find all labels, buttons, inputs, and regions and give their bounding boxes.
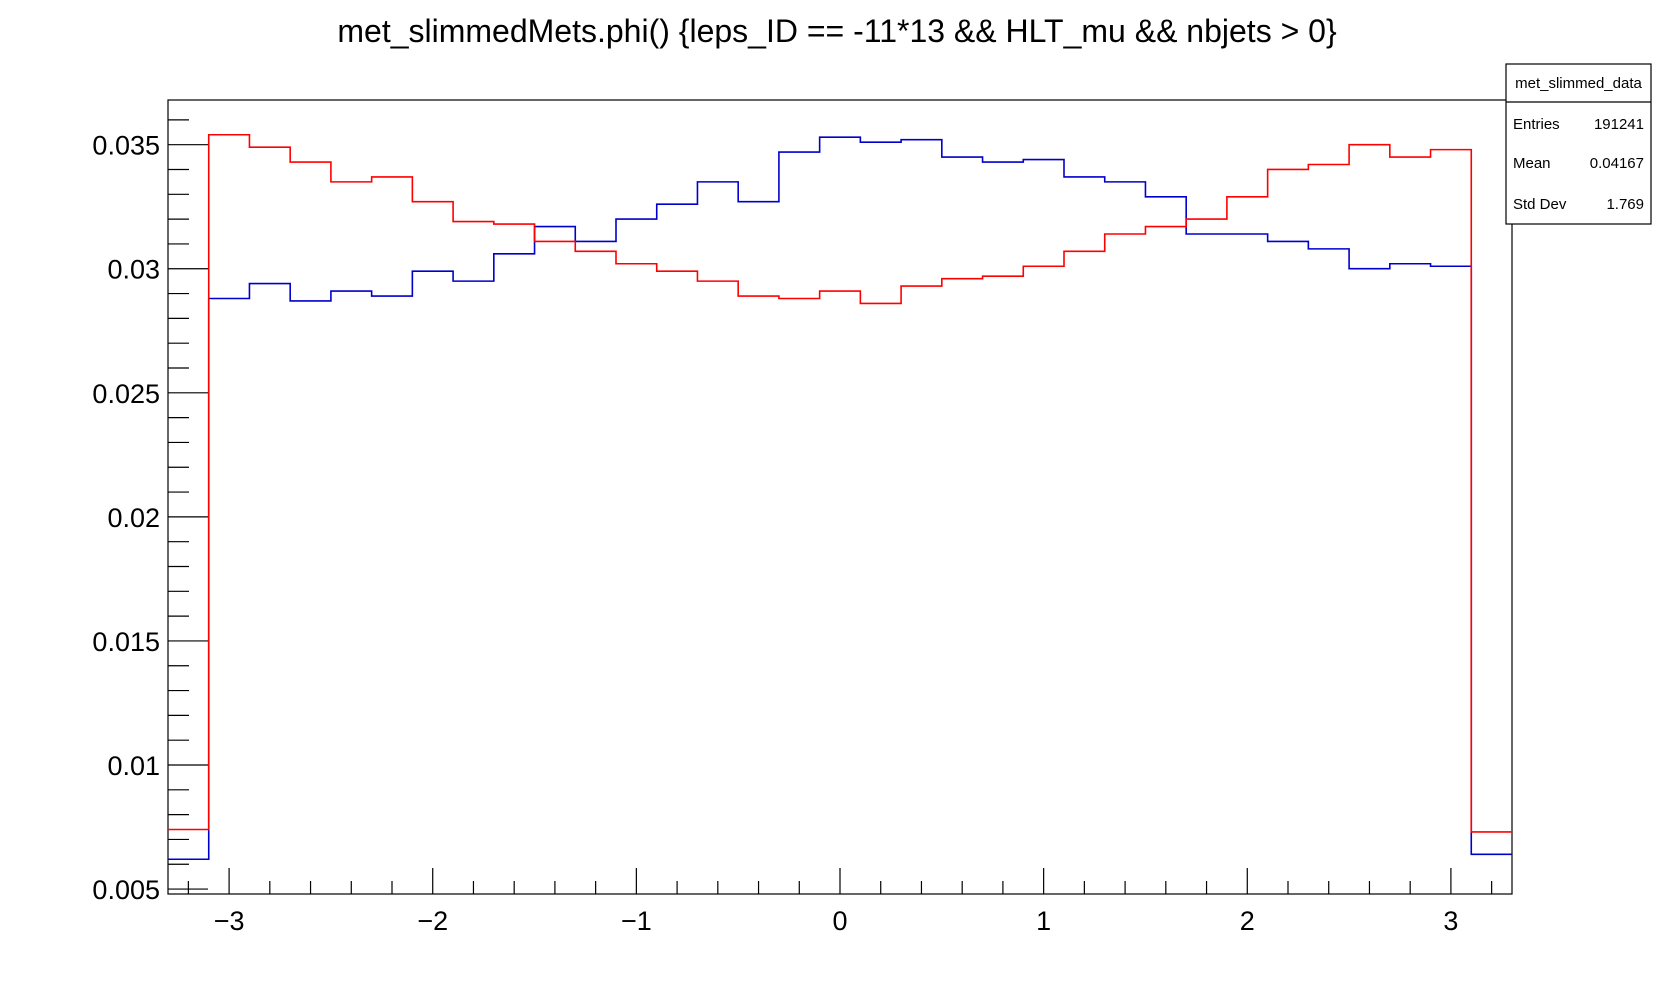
chart-title: met_slimmedMets.phi() {leps_ID == -11*13… [337, 13, 1337, 49]
y-tick-label: 0.035 [92, 131, 160, 161]
series-1-step-line [168, 133, 1512, 833]
stats-box-frame [1505, 63, 1652, 225]
stats-stddev-value: 1.769 [1606, 196, 1644, 213]
x-axis: −3 −2 −1 0 1 2 3 [187, 868, 1493, 936]
x-tick-label: 3 [1443, 906, 1458, 936]
y-tick-label: 0.015 [92, 627, 160, 657]
series-layer [168, 133, 1512, 861]
stats-entries-value: 191241 [1594, 116, 1644, 133]
x-tick-label: −2 [417, 906, 448, 936]
y-tick-label: 0.01 [107, 751, 160, 781]
plot-frame [167, 99, 1513, 895]
x-tick-label: −3 [214, 906, 245, 936]
y-tick-label: 0.005 [92, 875, 160, 905]
stats-stddev-label: Std Dev [1513, 196, 1567, 213]
x-tick-label: 2 [1240, 906, 1255, 936]
stats-entries-label: Entries [1513, 116, 1560, 133]
y-axis: 0.005 0.01 0.015 0.02 0.025 0.03 0.035 [92, 119, 208, 905]
y-tick-label: 0.03 [107, 255, 160, 285]
stats-mean-label: Mean [1513, 155, 1551, 172]
stats-mean-value: 0.04167 [1590, 155, 1644, 172]
x-tick-label: 0 [832, 906, 847, 936]
stats-box-name: met_slimmed_data [1515, 75, 1642, 92]
y-tick-label: 0.02 [107, 503, 160, 533]
x-tick-label: −1 [621, 906, 652, 936]
series-0-step-line [168, 136, 1512, 861]
x-tick-label: 1 [1036, 906, 1051, 936]
y-tick-label: 0.025 [92, 379, 160, 409]
stats-box: met_slimmed_data Entries 191241 Mean 0.0… [1505, 63, 1652, 225]
